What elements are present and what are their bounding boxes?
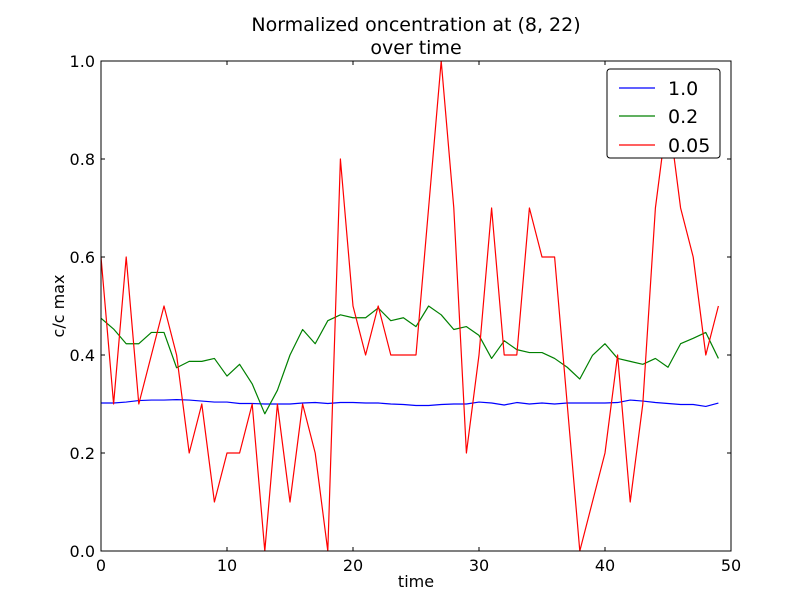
y-tick-label: 0.8 bbox=[70, 150, 95, 169]
x-tick-label: 10 bbox=[217, 556, 237, 575]
legend-frame bbox=[606, 68, 721, 159]
legend-label-1: 1.0 bbox=[668, 78, 698, 100]
y-tick-label: 0.6 bbox=[70, 248, 95, 267]
y-tick-label: 0.0 bbox=[70, 542, 95, 561]
y-tick-label: 1.0 bbox=[70, 52, 95, 71]
legend-label-2: 0.2 bbox=[668, 106, 698, 128]
legend: 1.0 0.2 0.05 bbox=[606, 68, 721, 159]
legend-label-3: 0.05 bbox=[668, 135, 710, 157]
series-layer bbox=[101, 61, 719, 551]
x-tick-label: 30 bbox=[469, 556, 489, 575]
x-axis-label: time bbox=[398, 572, 434, 591]
series-line-1 bbox=[101, 398, 719, 408]
y-tick-label: 0.2 bbox=[70, 444, 95, 463]
plot-frame bbox=[100, 60, 732, 552]
x-tick-label: 50 bbox=[721, 556, 741, 575]
series-line-3 bbox=[101, 61, 719, 551]
x-tick-label: 40 bbox=[595, 556, 615, 575]
chart-title-line-1: Normalized oncentration at (8, 22) bbox=[251, 14, 580, 36]
y-tick-label: 0.4 bbox=[70, 346, 95, 365]
y-axis-label: c/c max bbox=[49, 275, 68, 338]
tick-layer: 0 10 20 30 40 50 0.0 0.2 0.4 0.6 0.8 1.0 bbox=[70, 52, 742, 575]
chart-title-line-2: over time bbox=[370, 37, 461, 59]
x-tick-label: 20 bbox=[343, 556, 363, 575]
series-line-2 bbox=[101, 305, 719, 415]
x-tick-label: 0 bbox=[96, 556, 106, 575]
